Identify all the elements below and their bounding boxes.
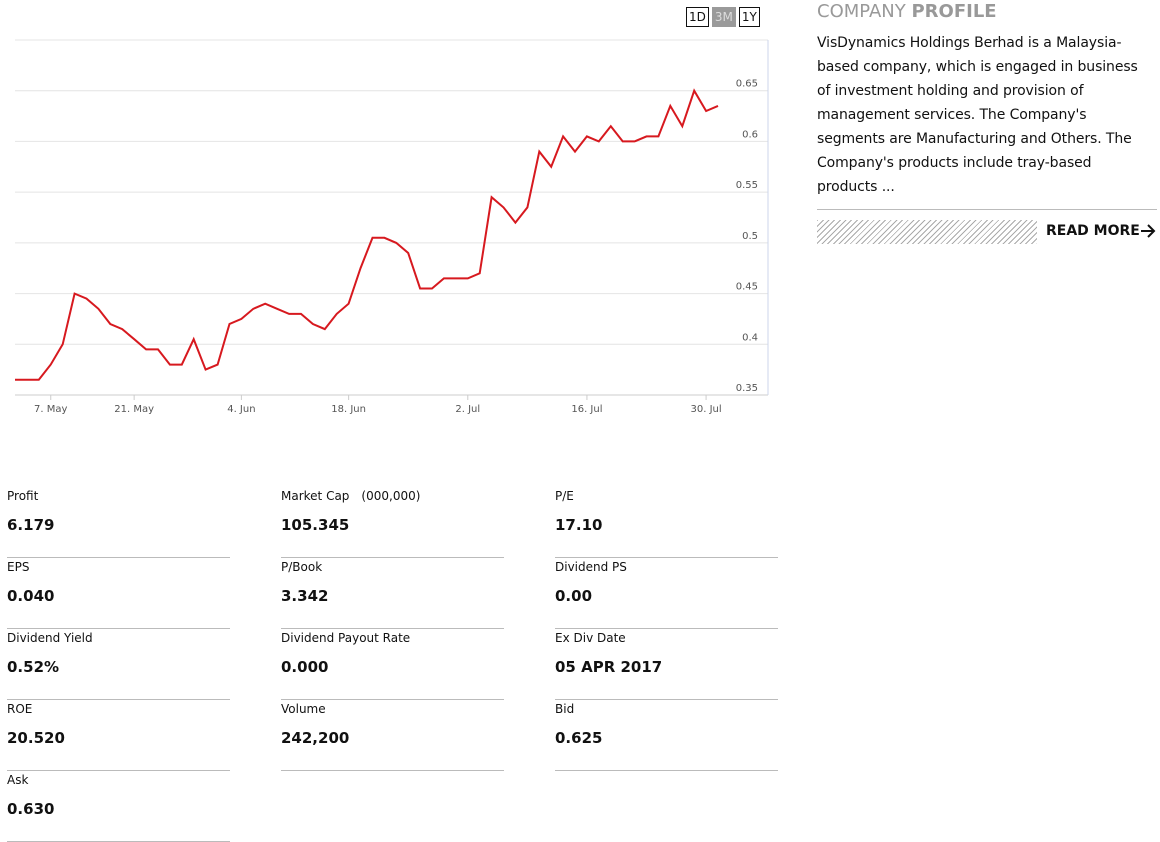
- stat-item: Dividend Payout Rate 0.000: [281, 629, 504, 700]
- y-tick-label: 0.5: [742, 231, 758, 242]
- stat-label: Dividend PS: [555, 560, 627, 574]
- stat-value: 0.00: [555, 587, 593, 605]
- stat-value: 3.342: [281, 587, 329, 605]
- stat-label: Ex Div Date: [555, 631, 626, 645]
- stat-item: Market Cap (000,000) 105.345: [281, 487, 504, 558]
- hatch-bar: [817, 220, 1037, 244]
- stat-label: ROE: [7, 702, 32, 716]
- price-chart: 0.35 0.4 0.45 0.5 0.55 0.6 0.65 7. May 21. May 4.…: [15, 39, 769, 415]
- range-button[interactable]: 1D: [686, 7, 709, 27]
- stat-item: Volume 242,200: [281, 700, 504, 771]
- range-buttons: 1D 3M 1Y: [686, 7, 760, 27]
- stat-label-text: Dividend Payout Rate: [281, 631, 411, 645]
- stat-item: Dividend PS 0.00: [555, 558, 778, 629]
- stat-label-text: Market Cap: [281, 489, 350, 503]
- x-tick-label: 16. Jul: [571, 404, 602, 415]
- stat-value: 0.630: [7, 800, 55, 818]
- stat-label-text: P/Book: [281, 560, 323, 574]
- y-tick-label: 0.35: [736, 383, 758, 394]
- stat-label-text: ROE: [7, 702, 33, 716]
- range-button[interactable]: 1Y: [738, 7, 760, 27]
- stat-label-text: EPS: [7, 560, 30, 574]
- stat-label: EPS: [7, 560, 29, 574]
- stat-value: 0.040: [7, 587, 55, 605]
- stat-unit: (000,000): [361, 489, 421, 503]
- separator: [817, 209, 1157, 210]
- stat-label: Market Cap (000,000): [281, 489, 420, 503]
- stat-value: 6.179: [7, 516, 55, 534]
- y-tick-label: 0.4: [742, 332, 758, 343]
- stat-value: 0.625: [555, 729, 603, 747]
- stat-item: Bid 0.625: [555, 700, 778, 771]
- title-light: COMPANY: [817, 1, 906, 22]
- range-button[interactable]: 3M: [711, 7, 736, 27]
- stat-label: Volume: [281, 702, 326, 716]
- stat-value: 0.000: [281, 658, 329, 676]
- stat-item: Dividend Yield 0.52%: [7, 629, 230, 700]
- price-line: [15, 88, 719, 381]
- x-tick-label: 30. Jul: [691, 404, 722, 415]
- stat-value: 0.52%: [7, 658, 60, 676]
- stat-label-text: Ask: [7, 773, 29, 787]
- y-tick-label: 0.45: [736, 282, 758, 293]
- x-tick-label: 2. Jul: [455, 404, 480, 415]
- stat-label: P/E: [555, 489, 574, 503]
- stat-item: ROE 20.520: [7, 700, 230, 771]
- stat-item: Profit 6.179: [7, 487, 230, 558]
- profile-title: COMPANY PROFILE: [817, 1, 1157, 23]
- stat-value: 17.10: [555, 516, 603, 534]
- stat-label: Dividend Yield: [7, 631, 93, 645]
- stat-label-text: Bid: [555, 702, 575, 716]
- x-tick-label: 4. Jun: [227, 404, 255, 415]
- stat-item: Ask 0.630: [7, 771, 230, 842]
- stat-value: 242,200: [281, 729, 350, 747]
- stat-value: 105.345: [281, 516, 350, 534]
- stat-label: Profit: [7, 489, 38, 503]
- stat-label-text: Profit: [7, 489, 39, 503]
- company-profile: COMPANY PROFILE VisDynamics Holdings Ber…: [817, 0, 1157, 250]
- stat-label: Bid: [555, 702, 574, 716]
- stat-label-text: Volume: [281, 702, 326, 716]
- stat-label-text: Dividend Yield: [7, 631, 93, 645]
- stat-label-text: Ex Div Date: [555, 631, 626, 645]
- stat-label: Dividend Payout Rate: [281, 631, 410, 645]
- stat-label: Ask: [7, 773, 28, 787]
- stat-item: EPS 0.040: [7, 558, 230, 629]
- arrow-icon[interactable]: [1139, 222, 1157, 240]
- stat-item: Ex Div Date 05 APR 2017: [555, 629, 778, 700]
- read-more-row: READ MORE: [817, 220, 1157, 250]
- stat-item: P/E 17.10: [555, 487, 778, 558]
- x-tick-label: 21. May: [114, 404, 154, 415]
- profile-description: VisDynamics Holdings Berhad is a Malaysi…: [817, 35, 1138, 195]
- y-tick-label: 0.55: [736, 180, 758, 191]
- read-more-link[interactable]: READ MORE: [1046, 223, 1140, 239]
- stat-value: 20.520: [7, 729, 65, 747]
- x-tick-label: 18. Jun: [331, 404, 366, 415]
- stat-label: P/Book: [281, 560, 322, 574]
- stat-value: 05 APR 2017: [555, 658, 663, 676]
- y-tick-label: 0.65: [736, 79, 758, 90]
- stat-label-text: Dividend PS: [555, 560, 627, 574]
- y-tick-label: 0.6: [742, 129, 758, 140]
- title-bold: PROFILE: [911, 1, 997, 22]
- stat-item: P/Book 3.342: [281, 558, 504, 629]
- stat-label-text: P/E: [555, 489, 574, 503]
- x-tick-label: 7. May: [34, 404, 67, 415]
